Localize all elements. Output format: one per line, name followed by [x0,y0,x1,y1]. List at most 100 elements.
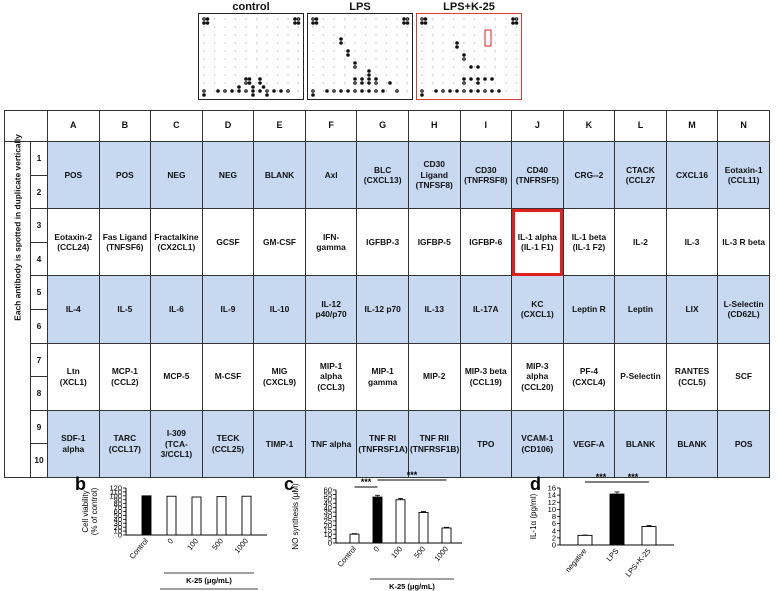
antibody-cell: MCP-1 (CCL2) [98,342,152,411]
table-row: 3 Eotaxin-2 (CCL24) Fas Ligand (TNFSF6) Fra… [5,208,770,277]
antibody-cell: VEGF-A [562,409,616,478]
antibody-cell: MIP-3 alpha (CCL20) [511,342,564,411]
antibody-cell: TPO [459,409,513,478]
bar [349,533,360,544]
y-tick-label: 12 [548,498,556,507]
antibody-cell: Eotaxin-2 (CCL24) [47,208,100,277]
antibody-cell: IL-5 [98,275,152,344]
bar [241,495,252,536]
antibody-cell: GM-CSF [253,208,306,277]
y-tick-label: 50 [114,511,122,520]
antibody-cell: IL-1 beta (IL-1 F2) [562,208,616,277]
antibody-cell: LIX [665,275,719,344]
antibody-cell: IL-6 [150,275,203,344]
antibody-cell: KC (CXCL1) [511,275,564,344]
x-tick-label: 1000 [232,537,250,556]
y-tick-label: 4 [552,526,556,535]
antibody-cell: Ltn (XCL1) [47,342,100,411]
column-header: M [665,110,719,142]
table-row: Each antibody is spotted in duplicate ve… [4,134,770,478]
antibody-cell: MCP-5 [150,342,203,411]
y-tick-label: 90 [114,495,122,504]
antibody-cell: IGFBP-5 [407,208,461,277]
antibody-cell: CD30 Ligand (TNFSF8) [407,140,461,210]
group-label-k25: K-25 (μg/mL) [186,576,232,585]
antibody-cell: IGFBP-6 [459,208,513,277]
x-tick-label: 0 [371,545,381,554]
y-tick-label: 55 [324,490,332,499]
antibody-cell: TIMP-1 [253,409,306,478]
y-tick-label: 8 [552,512,556,521]
column-header: H [407,110,461,142]
x-tick-label: LPS [605,547,621,564]
y-tick-label: 120 [109,484,122,493]
antibody-cell: TNF RI (TNFRSF1A) [356,409,409,478]
x-tick-label: Control [336,544,359,569]
row-number: 3 [30,208,48,243]
antibody-cell: L-Selectin (CD62L) [717,275,770,344]
y-axis-label: Cell viability [81,490,90,532]
y-tick-label: 20 [324,521,332,530]
x-tick-label: Control [128,536,151,561]
table-row: 10 [5,443,770,478]
x-tick-label: negative [563,547,588,575]
antibody-cell: POS [47,140,100,210]
significance-label: *** [596,472,607,482]
antibody-cell: Leptin [614,275,667,344]
antibody-cell: IL-12 p70 [356,275,409,344]
x-tick-label: 500 [210,537,225,552]
antibody-cell: RANTES (CCL5) [665,342,719,411]
antibody-cell: MIP-1 alpha (CCL3) [304,342,358,411]
antibody-cell: Leptin R [562,275,616,344]
bar [395,499,406,544]
row-number: 2 [30,174,48,210]
panel-letter: d [530,474,541,494]
x-tick-label: 100 [185,537,200,552]
column-header: K [562,110,616,142]
antibody-cell: IL-2 [614,208,667,277]
y-tick-label: 40 [114,515,122,524]
column-header: A [47,110,100,142]
antibody-cell: Axl [304,140,358,210]
antibody-cell: Eotaxin-1 (CCL11) [717,140,770,210]
blot-title-lps: LPS [349,1,371,13]
bar [441,527,452,544]
antibody-cell: MIP-1 gamma [356,342,409,411]
antibody-cell: IL-17A [459,275,513,344]
antibody-cell: CTACK (CCL27 [614,140,667,210]
y-tick-label: 5 [328,534,332,543]
x-tick-label: 500 [412,545,427,560]
antibody-cell: IL-12 p40/p70 [304,275,358,344]
y-tick-label: 50 [324,494,332,503]
column-header: G [356,110,409,142]
y-tick-label: 0 [328,539,332,548]
antibody-cell: BLANK [614,409,667,478]
antibody-cell: GCSF [201,208,255,277]
y-axis-label: (% of control) [90,487,99,535]
y-tick-label: 20 [114,523,122,532]
bar [577,534,593,546]
table-row: 9 SDF-1 alpha TARC (CCL17) I-309 (TCA-3/CCL… [5,409,770,478]
row-number: 1 [30,141,48,176]
y-tick-label: 25 [324,517,332,526]
side-label-text: Each antibody is spotted in duplicate ve… [12,134,23,321]
y-tick-label: 110 [110,488,122,497]
y-tick-label: 0 [552,541,556,550]
antibody-cell: VCAM-1 (CD106) [511,409,564,478]
antibody-cell: POS [98,140,152,210]
bar [166,495,177,536]
y-axis-label: NO synthesis (μM) [291,483,300,550]
antibody-cell: TECK (CCL25) [201,409,255,478]
antibody-cell: MIP-2 [407,342,461,411]
antibody-cell: POS [717,409,770,478]
antibody-cell: SCF [717,342,770,411]
y-tick-label: 30 [324,512,332,521]
antibody-cell: IL-13 [407,275,461,344]
column-header: N [717,110,770,142]
antibody-cell: MIP-3 beta (CCL19) [459,342,513,411]
antibody-cell: NEG [201,140,255,210]
y-tick-label: 15 [324,525,332,534]
y-axis-label: IL-1α (pg/ml) [529,493,538,539]
blot-image-lps [307,13,413,100]
y-tick-label: 35 [324,508,332,517]
